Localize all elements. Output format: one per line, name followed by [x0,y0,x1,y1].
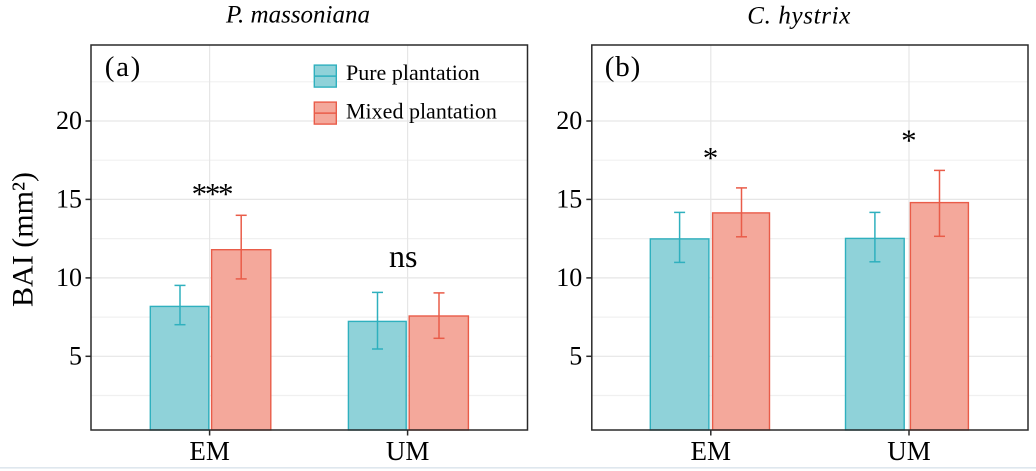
svg-text:15: 15 [556,184,582,213]
svg-text:EM: EM [189,436,230,466]
svg-text:5: 5 [569,341,582,370]
svg-text:20: 20 [556,106,582,135]
svg-text:BAI (mm²): BAI (mm²) [7,172,40,307]
svg-text:Mixed plantation: Mixed plantation [346,98,497,123]
svg-text:15: 15 [56,184,82,213]
svg-text:10: 10 [56,263,82,292]
svg-text:P. massoniana: P. massoniana [225,2,370,29]
svg-text:UM: UM [386,436,430,466]
svg-text:UM: UM [887,436,931,466]
svg-text:20: 20 [56,106,82,135]
svg-text:10: 10 [556,263,582,292]
svg-text:(a): (a) [105,51,141,83]
svg-text:*: * [703,140,719,175]
svg-text:EM: EM [691,436,732,466]
svg-text:C. hystrix: C. hystrix [747,3,850,30]
svg-text:ns: ns [389,238,417,274]
svg-text:5: 5 [69,341,82,370]
svg-text:Pure plantation: Pure plantation [346,60,480,85]
svg-text:***: *** [192,176,233,211]
svg-text:(b): (b) [605,51,641,83]
svg-text:*: * [901,123,917,158]
